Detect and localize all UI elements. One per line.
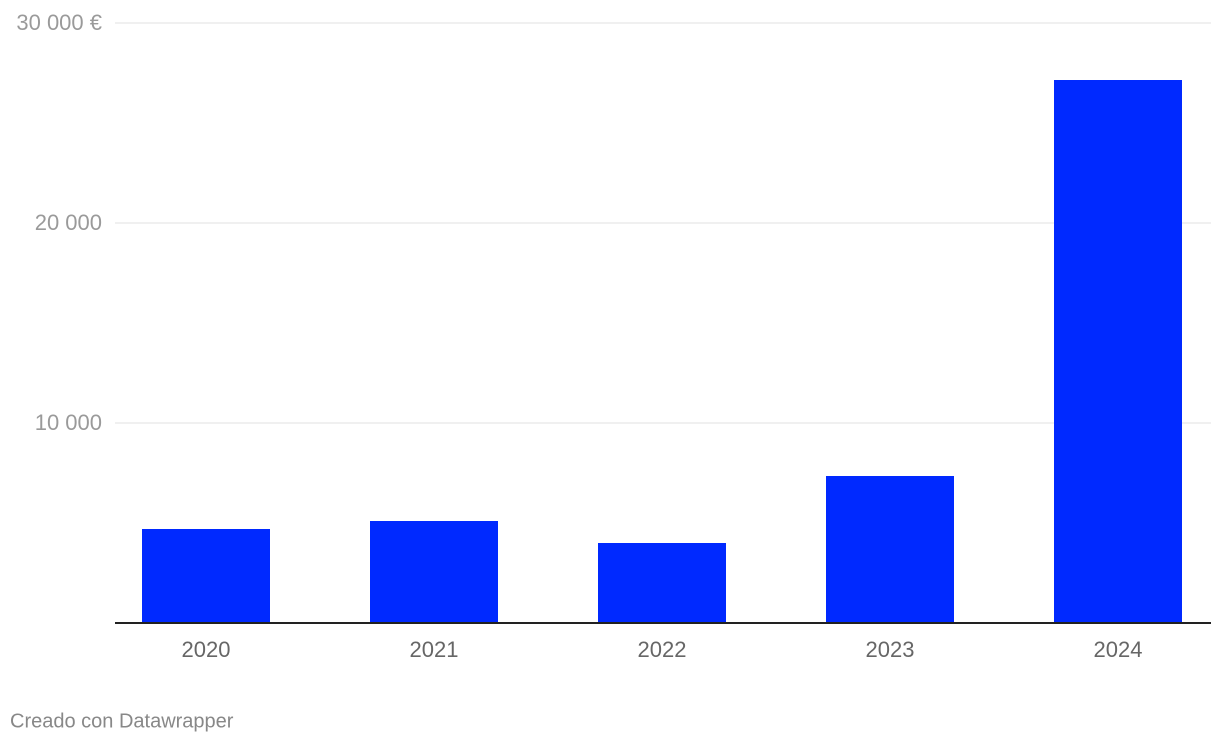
bar	[1054, 80, 1182, 623]
x-tick-label: 2020	[182, 637, 231, 662]
x-tick-label: 2021	[410, 637, 459, 662]
bar	[142, 529, 270, 623]
bar	[598, 543, 726, 623]
y-tick-label: 10 000	[35, 410, 102, 435]
x-tick-label: 2022	[638, 637, 687, 662]
y-tick-label: 20 000	[35, 210, 102, 235]
bar	[826, 476, 954, 623]
bar	[370, 521, 498, 623]
y-tick-label: 30 000 €	[16, 10, 102, 35]
x-tick-label: 2023	[866, 637, 915, 662]
credit: Creado con Datawrapper	[10, 710, 234, 732]
x-tick-label: 2024	[1094, 637, 1143, 662]
